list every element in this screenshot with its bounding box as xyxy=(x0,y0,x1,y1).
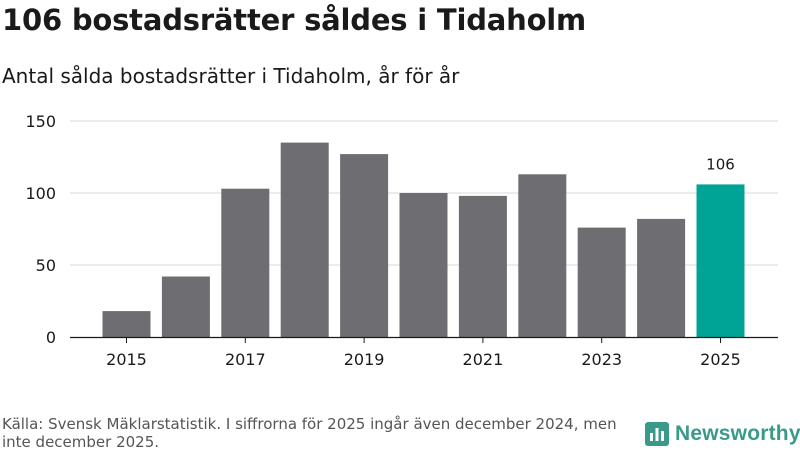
chart-subtitle: Antal sålda bostadsrätter i Tidaholm, år… xyxy=(2,64,460,88)
newsworthy-logo-icon xyxy=(645,422,669,446)
y-tick-label: 0 xyxy=(46,328,56,347)
y-tick-label: 100 xyxy=(25,184,56,203)
data-labels: 106 xyxy=(706,155,735,173)
x-tick-labels: 2015 2017 2019 2021 2023 2025 xyxy=(106,350,741,369)
bar-2021 xyxy=(458,195,507,337)
y-tick-label: 50 xyxy=(36,256,56,275)
x-tick-label: 2025 xyxy=(700,350,741,369)
bar-2016 xyxy=(161,276,210,337)
bar-2023 xyxy=(577,227,626,337)
x-tick-label: 2023 xyxy=(581,350,622,369)
bar-2022 xyxy=(518,174,567,337)
bar-chart: 0 50 100 150 2015 2017 2019 2021 2023 2025 106 xyxy=(25,112,778,369)
y-tick-label: 150 xyxy=(25,112,56,131)
brand-logo: Newsworthy xyxy=(645,420,800,448)
data-label: 106 xyxy=(706,155,735,173)
x-tick-label: 2015 xyxy=(106,350,147,369)
x-tick-label: 2019 xyxy=(344,350,385,369)
bar-2020 xyxy=(399,193,448,337)
bar-2017 xyxy=(221,188,270,337)
x-tick-label: 2021 xyxy=(463,350,504,369)
brand-name: Newsworthy xyxy=(675,422,800,445)
bars xyxy=(102,142,745,337)
chart-title: 106 bostadsrätter såldes i Tidaholm xyxy=(2,3,587,37)
y-tick-labels: 0 50 100 150 xyxy=(25,112,56,347)
x-axis xyxy=(70,336,778,343)
bar-2015 xyxy=(102,311,151,337)
bar-2024 xyxy=(637,218,686,337)
x-tick-label: 2017 xyxy=(225,350,266,369)
source-note: Källa: Svensk Mäklarstatistik. I siffror… xyxy=(2,415,617,451)
bar-2025 xyxy=(696,184,745,337)
bar-2018 xyxy=(280,142,329,337)
bar-2019 xyxy=(340,154,389,337)
